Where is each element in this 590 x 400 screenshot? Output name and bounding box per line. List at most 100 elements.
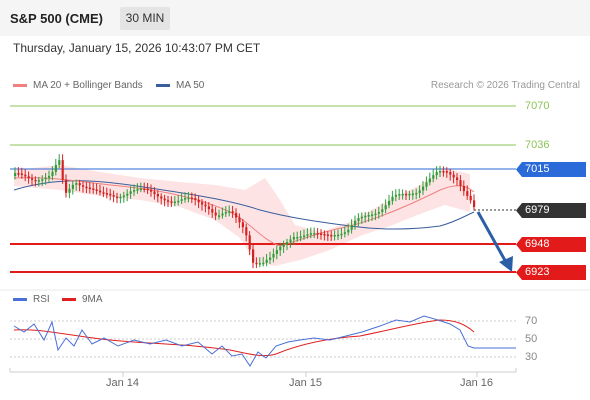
candle-body <box>340 233 343 236</box>
candle-body <box>71 184 74 189</box>
candle-body <box>445 171 448 173</box>
candle-body <box>245 227 248 236</box>
candle-body <box>316 233 319 235</box>
ma9-label: 9MA <box>82 294 103 305</box>
candle-body <box>269 257 272 260</box>
rsi-level-30: 30 <box>525 351 538 363</box>
candle-body <box>252 249 255 263</box>
candle-body <box>299 236 302 238</box>
candle-body <box>105 193 108 195</box>
candle-body <box>41 179 44 181</box>
candle-body <box>116 196 119 199</box>
candle-body <box>88 187 91 190</box>
candle-body <box>143 188 146 191</box>
candle-body <box>449 171 452 175</box>
candle-body <box>146 188 149 191</box>
candle-body <box>78 183 81 186</box>
support-2-label: 6923 <box>516 265 586 280</box>
candle-body <box>337 234 340 237</box>
candle-body <box>391 196 394 201</box>
candle-body <box>133 190 136 192</box>
rsi-level-70: 70 <box>525 315 538 327</box>
ma20-swatch <box>13 84 27 87</box>
candle-body <box>367 215 370 217</box>
candle-body <box>323 233 326 236</box>
candlestick-series <box>14 154 476 269</box>
forecast-arrow-head <box>499 256 513 272</box>
candle-body <box>85 186 88 189</box>
candle-body <box>330 234 333 237</box>
rsi-ma-line <box>13 319 475 357</box>
candle-body <box>374 213 377 216</box>
candle-body <box>109 193 112 196</box>
candle-body <box>435 171 438 176</box>
x-tick-jan16: Jan 16 <box>460 377 494 389</box>
candle-body <box>357 218 360 222</box>
legend-rsi: RSI <box>13 294 50 305</box>
candle-body <box>190 197 193 200</box>
x-tick-jan15: Jan 15 <box>289 377 323 389</box>
rsi-line <box>13 315 516 367</box>
candle-body <box>456 177 459 181</box>
candle-body <box>398 193 401 196</box>
candle-body <box>452 174 455 178</box>
candle-body <box>248 235 251 250</box>
candle-body <box>129 191 132 194</box>
x-tick-jan14: Jan 14 <box>106 377 140 389</box>
candle-body <box>218 215 221 217</box>
candle-body <box>173 201 176 204</box>
candle-body <box>408 193 411 196</box>
rsi-label: RSI <box>33 294 50 305</box>
candle-body <box>139 188 142 191</box>
candle-body <box>214 212 217 216</box>
ma50-swatch <box>156 84 170 87</box>
candle-body <box>207 206 210 210</box>
candle-body <box>75 183 78 185</box>
candle-body <box>418 190 421 193</box>
candle-body <box>466 191 469 196</box>
resistance-1-label: 7036 <box>525 139 550 151</box>
candle-body <box>292 237 295 240</box>
candle-body <box>31 178 34 180</box>
candle-body <box>126 193 129 196</box>
candle-body <box>58 160 61 165</box>
candle-body <box>258 263 261 265</box>
candle-body <box>235 213 238 218</box>
resistance-2-label: 7070 <box>525 100 550 112</box>
candle-body <box>415 192 418 195</box>
candle-body <box>377 212 380 214</box>
legend-ma20: MA 20 + Bollinger Bands <box>13 80 143 91</box>
candle-body <box>224 212 227 214</box>
candle-body <box>286 242 289 245</box>
candle-body <box>384 205 387 210</box>
candle-body <box>255 262 258 265</box>
last-price-label: 6979 <box>516 203 586 218</box>
candle-body <box>14 173 17 176</box>
candle-body <box>61 160 64 180</box>
candle-body <box>360 216 363 219</box>
candle-body <box>184 198 187 200</box>
candle-body <box>364 215 367 218</box>
candle-body <box>180 199 183 201</box>
candle-body <box>462 185 465 192</box>
candle-body <box>313 233 316 235</box>
candle-body <box>20 173 23 176</box>
candle-body <box>163 198 166 201</box>
candle-body <box>150 189 153 192</box>
legend-ma50: MA 50 <box>156 80 204 91</box>
timeframe-button[interactable]: 30 MIN <box>120 7 170 30</box>
candle-body <box>37 180 40 182</box>
candle-body <box>102 192 105 194</box>
candle-body <box>371 214 374 217</box>
legend-9ma: 9MA <box>62 294 103 305</box>
ma50-label: MA 50 <box>176 80 205 91</box>
candle-body <box>187 197 190 200</box>
ma9-swatch <box>62 298 76 301</box>
candle-body <box>201 202 204 205</box>
candle-body <box>99 190 102 193</box>
ma20-label: MA 20 + Bollinger Bands <box>33 80 143 91</box>
candle-body <box>112 195 115 197</box>
rsi-level-50: 50 <box>525 333 538 345</box>
candle-body <box>17 173 20 175</box>
candle-body <box>170 201 173 203</box>
